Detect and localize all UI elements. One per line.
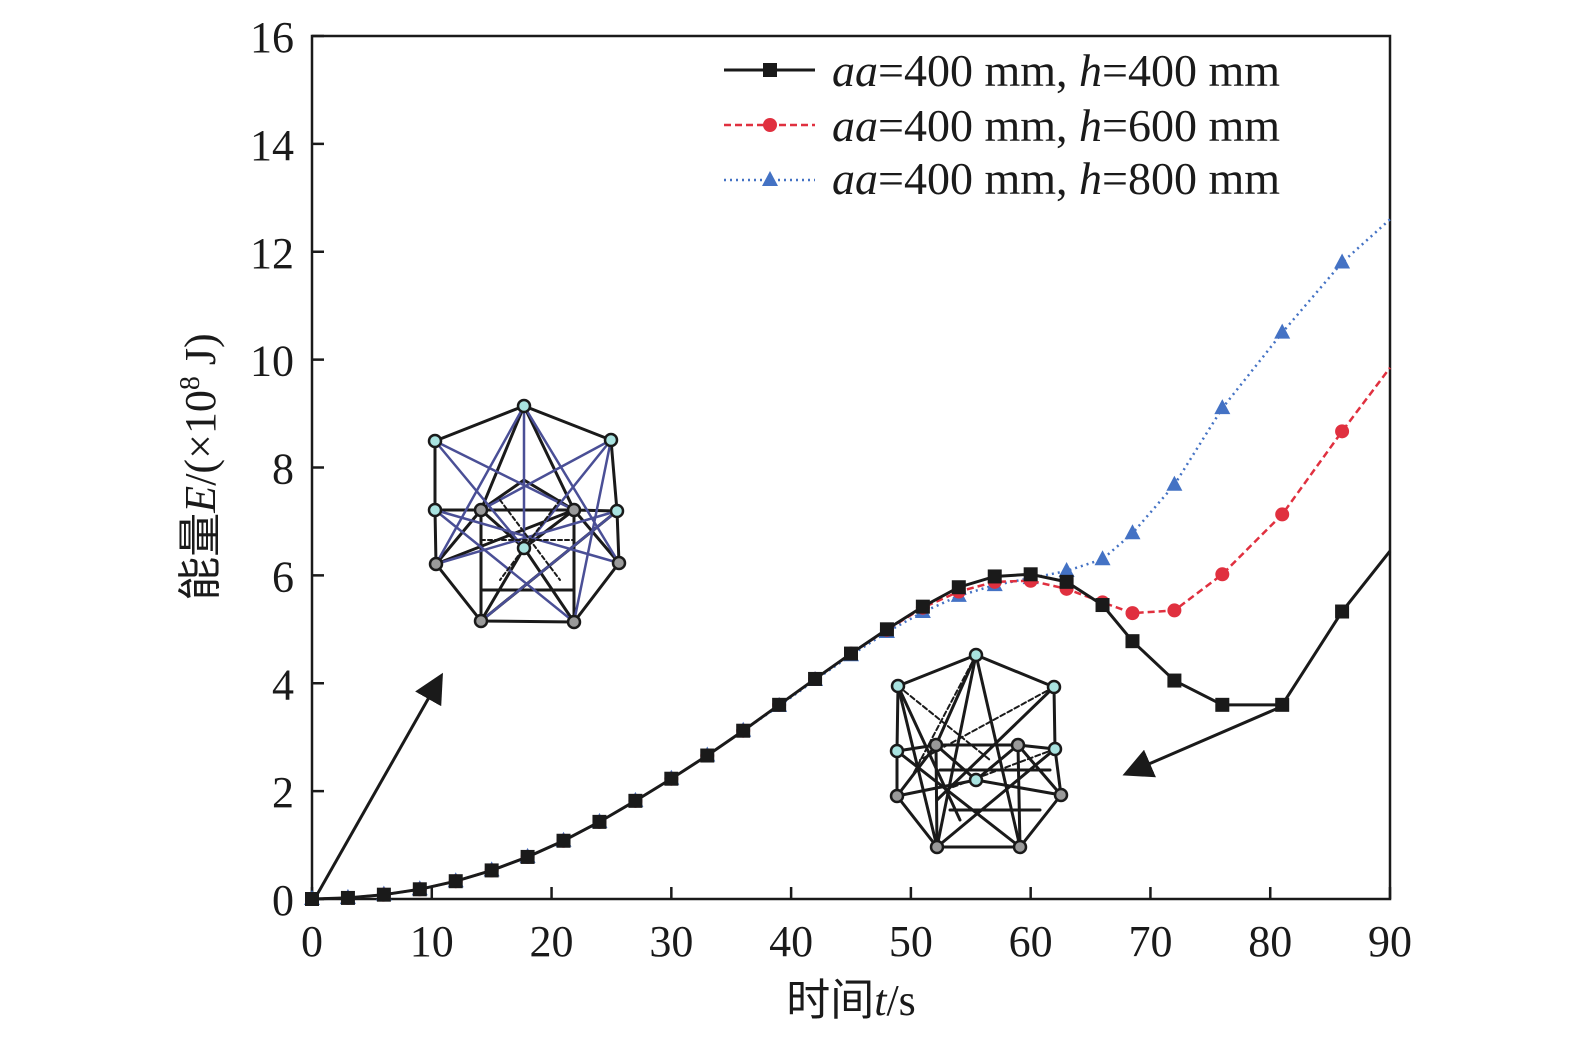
data-point-h600-26 xyxy=(1275,507,1290,522)
data-point-h600-25 xyxy=(1215,567,1230,582)
y-axis: 0 2 4 6 8 10 12 14 16 xyxy=(250,13,324,925)
data-point-h400-23 xyxy=(1125,634,1140,649)
data-point-h400-1 xyxy=(340,890,355,905)
data-point-h400-15 xyxy=(844,646,858,661)
data-point-h400-13 xyxy=(772,697,787,712)
intact-structure-inset xyxy=(427,398,627,630)
x-axis-title: 时间t/s xyxy=(786,975,916,1026)
series-layer xyxy=(304,218,1392,906)
data-point-h400-21 xyxy=(1059,574,1074,589)
data-point-h400-17 xyxy=(915,599,930,614)
data-point-h400-12 xyxy=(736,723,751,738)
series-line-h600 xyxy=(311,366,1391,901)
y-tick-label-16: 16 xyxy=(250,13,294,62)
data-point-h400-14 xyxy=(808,671,823,686)
x-tick-label-0: 0 xyxy=(301,917,323,966)
y-tick-label-14: 14 xyxy=(250,121,294,170)
y-tick-label-12: 12 xyxy=(250,229,294,278)
data-point-h800-24 xyxy=(1166,475,1183,491)
svg-text:aa=400 mm, h=400 mm: aa=400 mm, h=400 mm xyxy=(832,45,1280,96)
x-tick-label-30: 30 xyxy=(649,917,693,966)
data-point-h600-24 xyxy=(1167,603,1182,618)
x-tick-label-60: 60 xyxy=(1009,917,1053,966)
data-point-h800-27 xyxy=(1334,253,1351,269)
series-line-h800 xyxy=(311,218,1391,901)
y-tick-label-8: 8 xyxy=(272,445,294,494)
y-axis-title: 能量E/(×108 J) xyxy=(175,333,226,600)
x-tick-label-20: 20 xyxy=(530,917,574,966)
data-point-h400-8 xyxy=(592,814,607,829)
data-point-h400-2 xyxy=(376,887,391,902)
legend-entry-h400: aa=400 mm, h=400 mm xyxy=(724,45,1280,96)
y-tick-label-6: 6 xyxy=(272,552,294,601)
y-tick-label-0: 0 xyxy=(272,876,294,925)
legend-entry-h600: aa=400 mm, h=600 mm xyxy=(724,100,1280,151)
x-tick-label-10: 10 xyxy=(410,917,454,966)
x-axis: 0 10 20 30 40 50 60 70 80 90 xyxy=(301,887,1412,966)
x-tick-label-40: 40 xyxy=(769,917,813,966)
data-point-h400-25 xyxy=(1215,697,1230,712)
data-point-h800-23 xyxy=(1124,524,1141,540)
data-point-h400-20 xyxy=(1023,567,1038,582)
data-point-h800-25 xyxy=(1214,399,1231,415)
legend-marker-h800 xyxy=(762,171,778,186)
series-h800 xyxy=(304,218,1391,905)
annotation-arrow-intact xyxy=(316,672,443,894)
legend-marker-h400 xyxy=(763,63,777,77)
data-point-h400-6 xyxy=(520,849,535,864)
data-point-h400-5 xyxy=(484,863,499,878)
data-point-h400-4 xyxy=(448,874,463,889)
data-point-h800-22 xyxy=(1094,550,1111,566)
series-h600 xyxy=(305,366,1391,906)
data-point-h400-22 xyxy=(1095,598,1110,613)
legend-marker-h600 xyxy=(763,118,777,132)
data-point-h600-23 xyxy=(1125,606,1140,621)
data-point-h400-19 xyxy=(987,569,1002,584)
data-point-h400-24 xyxy=(1167,673,1182,688)
data-point-h400-7 xyxy=(556,833,571,848)
data-point-h400-18 xyxy=(951,580,966,595)
collapsed-structure-inset xyxy=(889,647,1069,855)
data-point-h800-21 xyxy=(1058,562,1075,578)
legend-entry-h800: aa=400 mm, h=800 mm xyxy=(724,153,1280,204)
y-tick-label-10: 10 xyxy=(250,337,294,386)
x-tick-label-80: 80 xyxy=(1248,917,1292,966)
data-point-h800-26 xyxy=(1274,323,1291,339)
series-line-h400 xyxy=(311,550,1392,901)
x-tick-label-90: 90 xyxy=(1368,917,1412,966)
annotation-arrow-collapsed xyxy=(1122,704,1284,778)
data-point-h600-27 xyxy=(1335,424,1350,439)
data-point-h400-3 xyxy=(412,882,427,897)
x-tick-label-50: 50 xyxy=(889,917,933,966)
data-point-h400-10 xyxy=(664,771,679,786)
svg-text:aa=400 mm, h=600 mm: aa=400 mm, h=600 mm xyxy=(832,100,1280,151)
y-tick-label-2: 2 xyxy=(272,768,294,817)
legend: aa=400 mm, h=400 mm aa=400 mm, h=600 mm … xyxy=(724,45,1280,204)
data-point-h400-11 xyxy=(700,748,715,763)
data-point-h400-0 xyxy=(305,892,319,906)
data-point-h400-9 xyxy=(628,793,643,808)
x-tick-label-70: 70 xyxy=(1128,917,1172,966)
y-tick-label-4: 4 xyxy=(272,660,294,709)
data-point-h400-16 xyxy=(879,622,894,637)
data-point-h400-27 xyxy=(1335,604,1350,619)
series-h400 xyxy=(305,550,1392,906)
svg-text:aa=400 mm, h=800 mm: aa=400 mm, h=800 mm xyxy=(832,153,1280,204)
